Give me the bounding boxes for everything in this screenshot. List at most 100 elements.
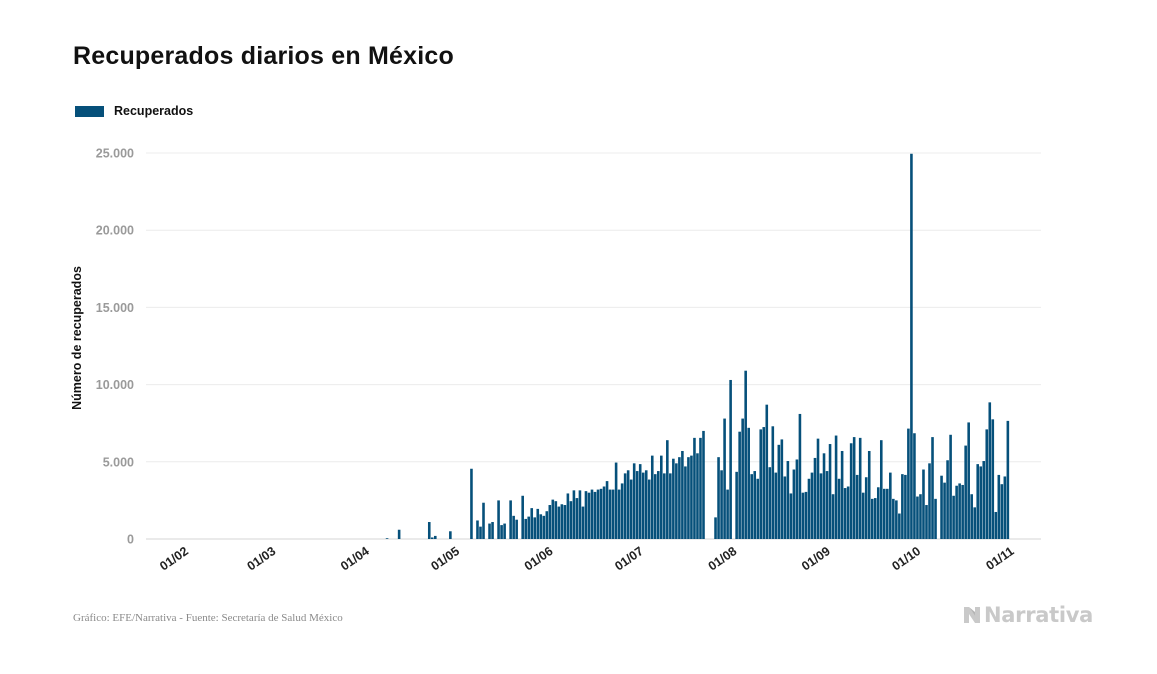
bar <box>581 506 585 539</box>
bar <box>500 525 503 539</box>
bar <box>650 455 654 539</box>
bars <box>385 153 1010 539</box>
bar <box>949 434 952 539</box>
y-tick-label: 10.000 <box>96 378 134 392</box>
bar <box>681 450 684 539</box>
bar <box>997 474 1001 539</box>
bar <box>819 473 823 539</box>
bar <box>726 489 729 539</box>
bar <box>958 483 961 539</box>
bar <box>427 522 431 539</box>
bar <box>1006 420 1010 539</box>
bar <box>855 474 859 539</box>
bar <box>693 437 696 539</box>
bar <box>967 422 970 539</box>
bar <box>870 498 874 539</box>
bar <box>491 522 494 539</box>
bar <box>666 440 669 539</box>
bar <box>792 469 796 539</box>
legend: Recuperados <box>75 104 193 118</box>
bar <box>943 482 946 539</box>
x-tick-label: 01/03 <box>245 544 279 573</box>
bar <box>828 444 832 539</box>
bar <box>946 460 949 539</box>
bar <box>807 478 811 539</box>
bar <box>626 470 630 539</box>
x-tick-label: 01/07 <box>612 544 646 573</box>
bar <box>919 494 922 539</box>
bar <box>554 501 558 539</box>
bar <box>979 466 983 539</box>
bar <box>753 471 757 539</box>
bar <box>910 153 913 539</box>
bar <box>672 458 675 539</box>
bar <box>747 427 750 539</box>
bar <box>699 437 702 539</box>
bar <box>660 455 663 539</box>
bar <box>385 538 389 539</box>
bar <box>470 468 473 539</box>
x-tick-label: 01/04 <box>338 544 372 573</box>
y-tick-label: 15.000 <box>96 301 134 315</box>
bar <box>476 520 479 539</box>
bar <box>852 437 856 539</box>
bar <box>916 496 919 539</box>
bar <box>813 457 817 539</box>
bar <box>608 489 612 539</box>
bar <box>599 488 603 539</box>
bar <box>638 464 642 539</box>
bar <box>644 470 648 539</box>
bar <box>735 471 738 539</box>
bar <box>783 476 787 539</box>
y-tick-label: 5.000 <box>103 455 134 469</box>
bar <box>678 457 681 539</box>
bar <box>970 494 973 539</box>
bar <box>430 537 434 539</box>
x-tick-label: 01/02 <box>157 544 191 573</box>
bar <box>647 479 651 539</box>
bar <box>623 473 627 539</box>
bar <box>663 473 666 539</box>
bar <box>690 455 693 539</box>
bar <box>702 430 705 539</box>
legend-swatch <box>75 105 104 117</box>
bar <box>822 453 826 539</box>
bar <box>895 500 898 539</box>
bar <box>632 463 636 539</box>
bar <box>777 444 781 539</box>
y-axis-label: Número de recuperados <box>70 266 84 410</box>
bar <box>539 514 543 539</box>
bar <box>834 435 838 539</box>
bar <box>479 526 482 539</box>
gridlines <box>146 152 1041 540</box>
bar <box>889 472 892 539</box>
bar <box>656 471 660 539</box>
bar <box>641 472 645 539</box>
bar <box>482 502 485 539</box>
x-tick-label: 01/08 <box>706 544 740 573</box>
bar <box>831 494 835 539</box>
bar <box>961 484 964 539</box>
bar <box>934 498 937 539</box>
bar <box>617 489 621 539</box>
bar <box>521 495 524 539</box>
y-axis: 0 5.000 10.000 15.000 20.000 25.000 <box>96 147 134 547</box>
bar <box>602 486 606 539</box>
x-tick-label: 01/06 <box>522 544 556 573</box>
bar <box>795 459 799 539</box>
y-tick-label: 20.000 <box>96 224 134 238</box>
bar <box>684 466 687 539</box>
bar <box>533 517 537 539</box>
bar <box>876 487 880 539</box>
bar <box>744 370 747 539</box>
bar <box>527 516 530 539</box>
bar <box>397 529 401 539</box>
bar <box>524 518 527 539</box>
bar <box>512 515 515 539</box>
bar <box>907 428 910 539</box>
bar <box>566 493 570 539</box>
bar <box>861 492 865 539</box>
bar <box>940 475 943 539</box>
bar <box>849 443 853 539</box>
